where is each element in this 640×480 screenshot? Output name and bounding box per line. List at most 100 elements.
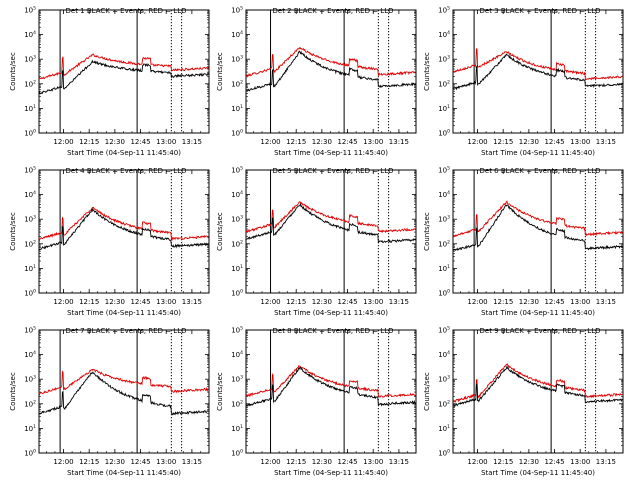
y-tick-label: 101 xyxy=(438,264,450,273)
x-tick-label: 12:30 xyxy=(519,298,539,306)
chart-panel: Det 5 BLACK = Events, RED = LLD Counts/se… xyxy=(216,166,417,317)
y-tick-label: 102 xyxy=(231,79,243,88)
x-axis-label: Start Time (04-Sep-11 11:45:40) xyxy=(67,149,181,157)
series-line xyxy=(245,365,416,398)
y-tick-label: 102 xyxy=(24,79,36,88)
y-tick-label: 103 xyxy=(438,215,450,224)
y-axis-label: Counts/sec xyxy=(9,52,17,91)
x-tick-label: 12:45 xyxy=(337,138,357,146)
chart-title: Det 6 BLACK = Events, RED = LLD xyxy=(480,167,601,175)
y-tick-label: 100 xyxy=(231,129,243,138)
y-tick-label: 102 xyxy=(438,399,450,408)
x-axis-label: Start Time (04-Sep-11 11:45:40) xyxy=(274,469,388,477)
series-line xyxy=(245,50,416,92)
series-line xyxy=(245,200,416,234)
x-tick-label: 12:15 xyxy=(493,458,513,466)
x-tick-label: 12:15 xyxy=(79,138,99,146)
x-axis-label: Start Time (04-Sep-11 11:45:40) xyxy=(274,309,388,317)
y-tick-label: 100 xyxy=(24,129,36,138)
y-tick-label: 101 xyxy=(24,264,36,273)
x-tick-label: 12:00 xyxy=(467,138,487,146)
y-tick-label: 101 xyxy=(24,104,36,113)
plot-frame xyxy=(38,329,210,454)
y-tick-label: 101 xyxy=(438,424,450,433)
series-line xyxy=(452,204,623,252)
x-tick-label: 12:00 xyxy=(260,298,280,306)
series-line xyxy=(38,368,209,396)
x-tick-label: 12:00 xyxy=(260,138,280,146)
plot-frame xyxy=(38,169,210,294)
x-tick-label: 12:45 xyxy=(544,138,564,146)
x-tick-label: 12:15 xyxy=(493,138,513,146)
y-tick-label: 102 xyxy=(438,79,450,88)
y-tick-label: 101 xyxy=(24,424,36,433)
y-tick-label: 102 xyxy=(231,239,243,248)
y-tick-label: 102 xyxy=(24,239,36,248)
y-tick-label: 104 xyxy=(438,190,450,199)
x-tick-label: 12:00 xyxy=(467,458,487,466)
x-axis-label: Start Time (04-Sep-11 11:45:40) xyxy=(274,149,388,157)
y-tick-label: 105 xyxy=(231,326,243,335)
series-line xyxy=(38,371,209,416)
y-tick-label: 105 xyxy=(24,166,36,175)
series-line xyxy=(452,200,623,238)
y-tick-label: 105 xyxy=(24,6,36,15)
plot-frame xyxy=(245,329,417,454)
series-line xyxy=(245,366,416,407)
chart-title: Det 8 BLACK = Events, RED = LLD xyxy=(273,327,394,335)
x-axis-label: Start Time (04-Sep-11 11:45:40) xyxy=(67,469,181,477)
x-tick-label: 13:00 xyxy=(570,138,590,146)
series-line xyxy=(452,363,623,403)
x-axis-label: Start Time (04-Sep-11 11:45:40) xyxy=(481,149,595,157)
x-tick-label: 13:15 xyxy=(182,458,202,466)
chart-title: Det 1 BLACK = Events, RED = LLD xyxy=(66,7,187,15)
y-tick-label: 100 xyxy=(24,449,36,458)
y-tick-label: 101 xyxy=(231,104,243,113)
x-tick-label: 12:15 xyxy=(79,458,99,466)
x-tick-label: 12:15 xyxy=(493,298,513,306)
x-tick-label: 13:15 xyxy=(596,458,616,466)
x-tick-label: 12:15 xyxy=(79,298,99,306)
chart-title: Det 5 BLACK = Events, RED = LLD xyxy=(273,167,394,175)
x-tick-label: 13:15 xyxy=(389,138,409,146)
plot-frame xyxy=(452,9,624,134)
y-tick-label: 100 xyxy=(438,289,450,298)
y-tick-label: 102 xyxy=(231,399,243,408)
x-tick-label: 12:45 xyxy=(337,458,357,466)
chart-title: Det 2 BLACK = Events, RED = LLD xyxy=(273,7,394,15)
x-tick-label: 12:15 xyxy=(286,298,306,306)
x-tick-label: 12:30 xyxy=(519,458,539,466)
plot-frame xyxy=(452,329,624,454)
y-axis-label: Counts/sec xyxy=(216,52,224,91)
chart-panel: Det 8 BLACK = Events, RED = LLD Counts/se… xyxy=(216,326,417,477)
x-tick-label: 12:30 xyxy=(312,138,332,146)
y-axis-label: Counts/sec xyxy=(423,212,431,251)
x-tick-label: 12:45 xyxy=(130,458,150,466)
y-tick-label: 105 xyxy=(438,6,450,15)
y-tick-label: 103 xyxy=(24,375,36,384)
y-tick-label: 104 xyxy=(24,350,36,359)
x-tick-label: 12:30 xyxy=(312,298,332,306)
y-tick-label: 100 xyxy=(231,449,243,458)
series-line xyxy=(452,365,623,408)
x-tick-label: 13:00 xyxy=(363,298,383,306)
x-tick-label: 12:00 xyxy=(467,298,487,306)
x-tick-label: 13:00 xyxy=(570,458,590,466)
y-tick-label: 100 xyxy=(438,129,450,138)
y-axis-label: Counts/sec xyxy=(9,372,17,411)
y-tick-label: 102 xyxy=(438,239,450,248)
y-tick-label: 101 xyxy=(231,424,243,433)
x-tick-label: 12:00 xyxy=(53,458,73,466)
series-line xyxy=(38,53,209,80)
y-tick-label: 103 xyxy=(24,215,36,224)
x-tick-label: 13:00 xyxy=(156,138,176,146)
y-tick-label: 100 xyxy=(231,289,243,298)
y-tick-label: 104 xyxy=(438,30,450,39)
y-tick-label: 105 xyxy=(231,6,243,15)
series-line xyxy=(38,59,209,95)
y-tick-label: 105 xyxy=(24,326,36,335)
chart-panel: Det 2 BLACK = Events, RED = LLD Counts/se… xyxy=(216,6,417,157)
x-tick-label: 12:15 xyxy=(286,458,306,466)
x-tick-label: 12:45 xyxy=(130,298,150,306)
